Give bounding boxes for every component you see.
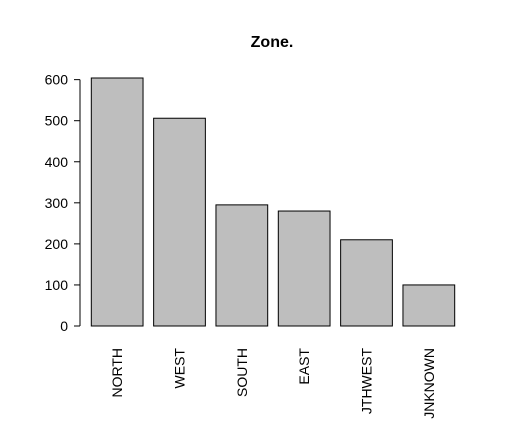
y-tick-label: 500: [45, 113, 69, 129]
x-tick-label: NORTH: [109, 348, 125, 398]
y-tick-label: 100: [45, 277, 69, 293]
bar-jthwest: [340, 239, 393, 327]
x-tick-label: EAST: [296, 348, 312, 385]
bar-east: [277, 210, 331, 327]
bar-west: [153, 117, 206, 327]
bar-north: [90, 77, 144, 327]
x-tick-label: WEST: [172, 348, 188, 389]
x-tick-label: JNKNOWN: [421, 348, 437, 419]
y-axis: 0 100 200 300 400 500 600: [45, 72, 81, 334]
bar-jnknown: [402, 284, 456, 327]
y-tick-label: 400: [45, 154, 69, 170]
x-tick-label: JTHWEST: [359, 348, 375, 415]
chart-title: Zone.: [251, 34, 294, 51]
x-tick-label: SOUTH: [234, 348, 250, 397]
bars: [90, 77, 456, 327]
y-tick-label: 600: [45, 72, 69, 88]
y-tick-label: 200: [45, 236, 69, 252]
y-tick-label: 0: [60, 318, 68, 334]
y-tick-label: 300: [45, 195, 69, 211]
x-axis-labels: NORTH WEST SOUTH EAST JTHWEST JNKNOWN: [109, 348, 437, 419]
bar-south: [215, 204, 269, 327]
